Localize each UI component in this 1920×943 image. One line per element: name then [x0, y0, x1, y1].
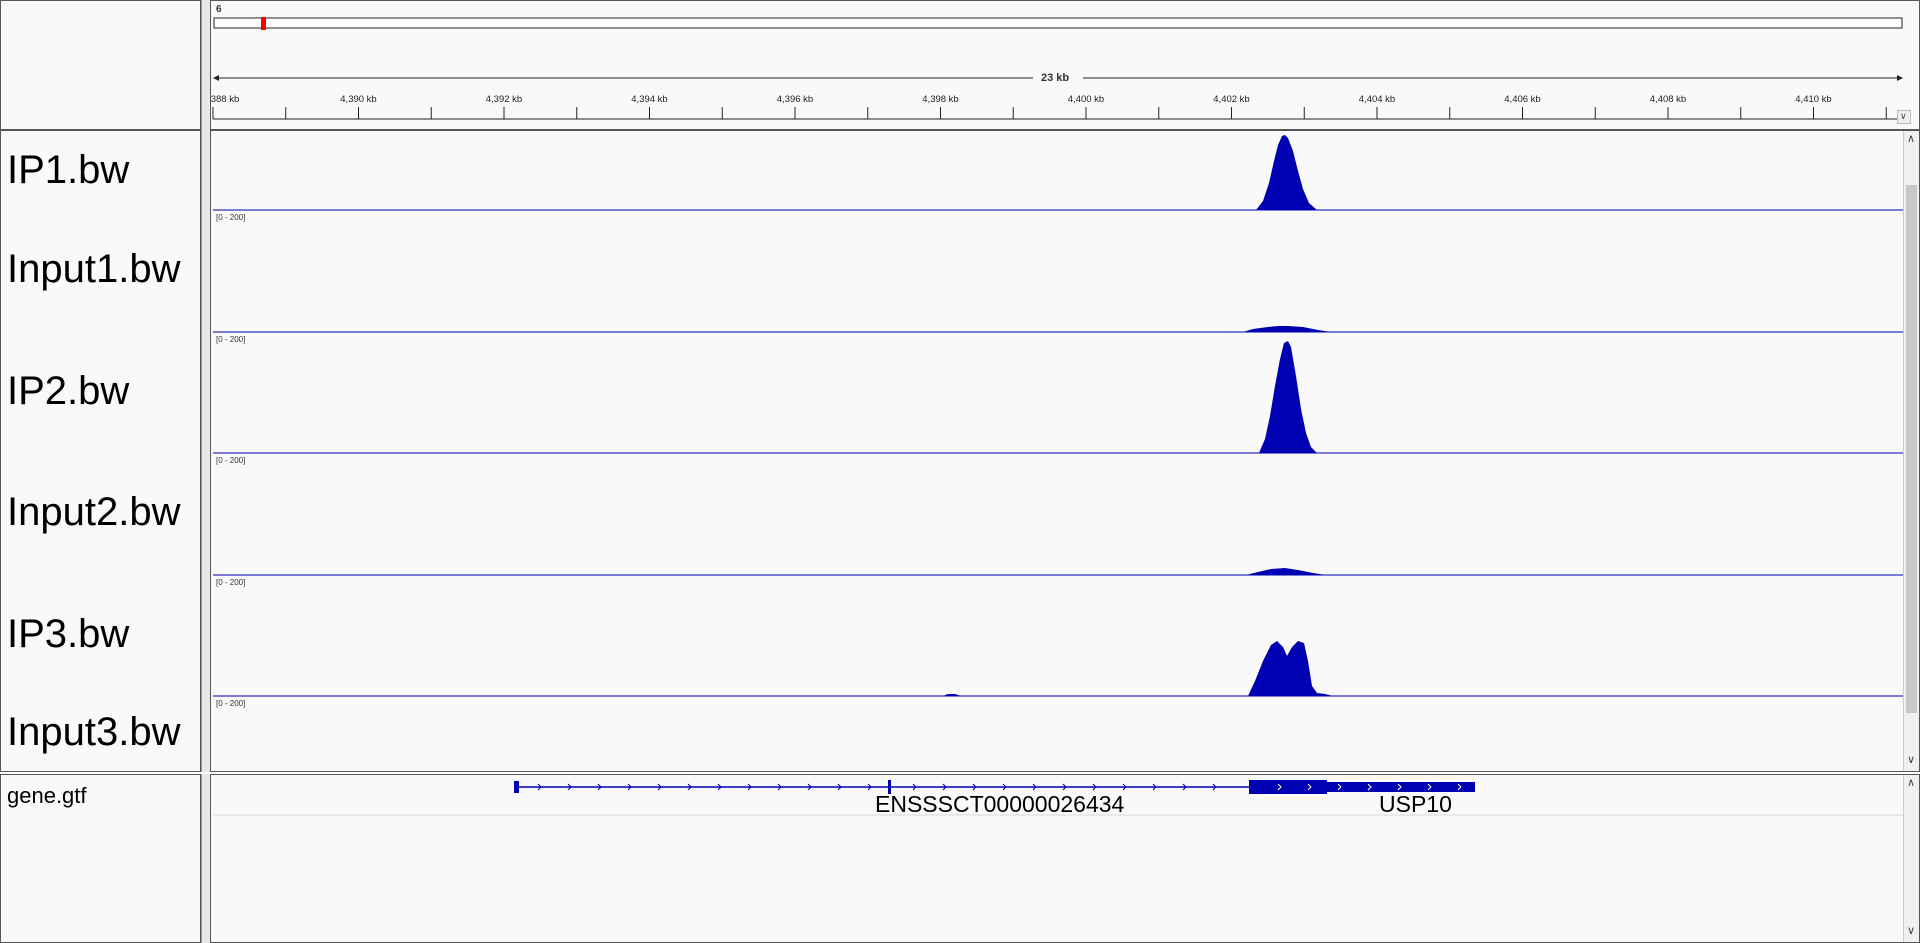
ruler-tick-label: 4,408 kb	[1649, 94, 1687, 105]
track-range-input2: [0 - 200]	[216, 456, 246, 465]
ideogram-current-region-marker	[261, 17, 266, 30]
track-input2-signal	[213, 568, 1903, 576]
feature-scrollbar[interactable]: ∧ ∨	[1903, 775, 1919, 942]
header-ruler-panel[interactable]: 6 23 kb 388 kb 4,390 kb 4,392 kb 4,394 kb 4,…	[210, 0, 1920, 130]
data-scrollbar[interactable]: ∧ ∨	[1903, 131, 1919, 771]
ruler-tick-label: 4,398 kb	[922, 94, 959, 105]
ruler-scroll-down[interactable]: ∨	[1897, 110, 1911, 124]
chromosome-label: 6	[216, 4, 222, 15]
coverage-tracks	[213, 135, 1903, 697]
track-label-input3[interactable]: Input3.bw	[7, 710, 181, 754]
data-scrollbar-thumb[interactable]	[1906, 185, 1917, 713]
ruler-tick-label: 4,404 kb	[1358, 94, 1396, 105]
track-label-ip1[interactable]: IP1.bw	[7, 148, 130, 192]
track-ip2-signal	[213, 341, 1903, 454]
chevron-down-icon[interactable]: ∨	[1907, 925, 1916, 937]
ruler-tick-label: 4,402 kb	[1213, 94, 1250, 105]
ruler-ticks	[212, 107, 1903, 120]
track-range-ip2: [0 - 200]	[216, 335, 246, 344]
track-label-gene-gtf[interactable]: gene.gtf	[7, 783, 87, 808]
header-name-panel	[0, 0, 201, 130]
chevron-up-icon[interactable]: ∧	[1907, 133, 1916, 145]
ideogram[interactable]	[213, 17, 1903, 31]
chevron-down-icon[interactable]: ∨	[1907, 754, 1916, 766]
track-label-input2[interactable]: Input2.bw	[7, 490, 181, 534]
ruler-tick-label: 4,406 kb	[1504, 94, 1541, 105]
ruler-tick-label: 4,410 kb	[1795, 94, 1832, 105]
ruler-tick-label: 388 kb	[210, 94, 240, 105]
gene-label-usp10[interactable]: USP10	[1379, 791, 1452, 817]
track-ip1-signal	[213, 135, 1903, 211]
ruler-tick-label: 4,400 kb	[1067, 94, 1105, 105]
track-range-ip3: [0 - 200]	[216, 578, 246, 587]
chevron-down-icon: ∨	[1900, 111, 1907, 121]
chevron-up-icon[interactable]: ∧	[1907, 777, 1916, 789]
feature-track-panel[interactable]: ENSSSCT00000026434 USP10 ∧ ∨	[210, 774, 1920, 943]
ruler-span-arrow	[213, 75, 1903, 81]
feature-names-panel: gene.gtf	[0, 774, 201, 943]
track-label-ip3[interactable]: IP3.bw	[7, 612, 130, 656]
track-range-input3: [0 - 200]	[216, 699, 246, 708]
track-ip3-signal	[213, 641, 1903, 697]
ruler-tick-label: 4,392 kb	[485, 94, 523, 105]
ruler-span-label: 23 kb	[1041, 72, 1070, 84]
track-label-ip2[interactable]: IP2.bw	[7, 369, 130, 413]
track-input1-signal	[213, 326, 1903, 333]
gene-models	[213, 780, 1903, 816]
track-range-input1: [0 - 200]	[216, 213, 246, 222]
ruler-tick-label: 4,394 kb	[631, 94, 668, 105]
data-names-panel: IP1.bw Input1.bw IP2.bw Input2.bw IP3.bw…	[0, 130, 201, 772]
gene-label-ensssct[interactable]: ENSSSCT00000026434	[875, 791, 1125, 817]
ruler-tick-label: 4,396 kb	[776, 94, 814, 105]
ruler-tick-label: 4,390 kb	[340, 94, 377, 105]
data-tracks-panel[interactable]: [0 - 200] [0 - 200] [0 - 200] [0 - 200] …	[210, 130, 1920, 772]
track-label-input1[interactable]: Input1.bw	[7, 247, 181, 291]
